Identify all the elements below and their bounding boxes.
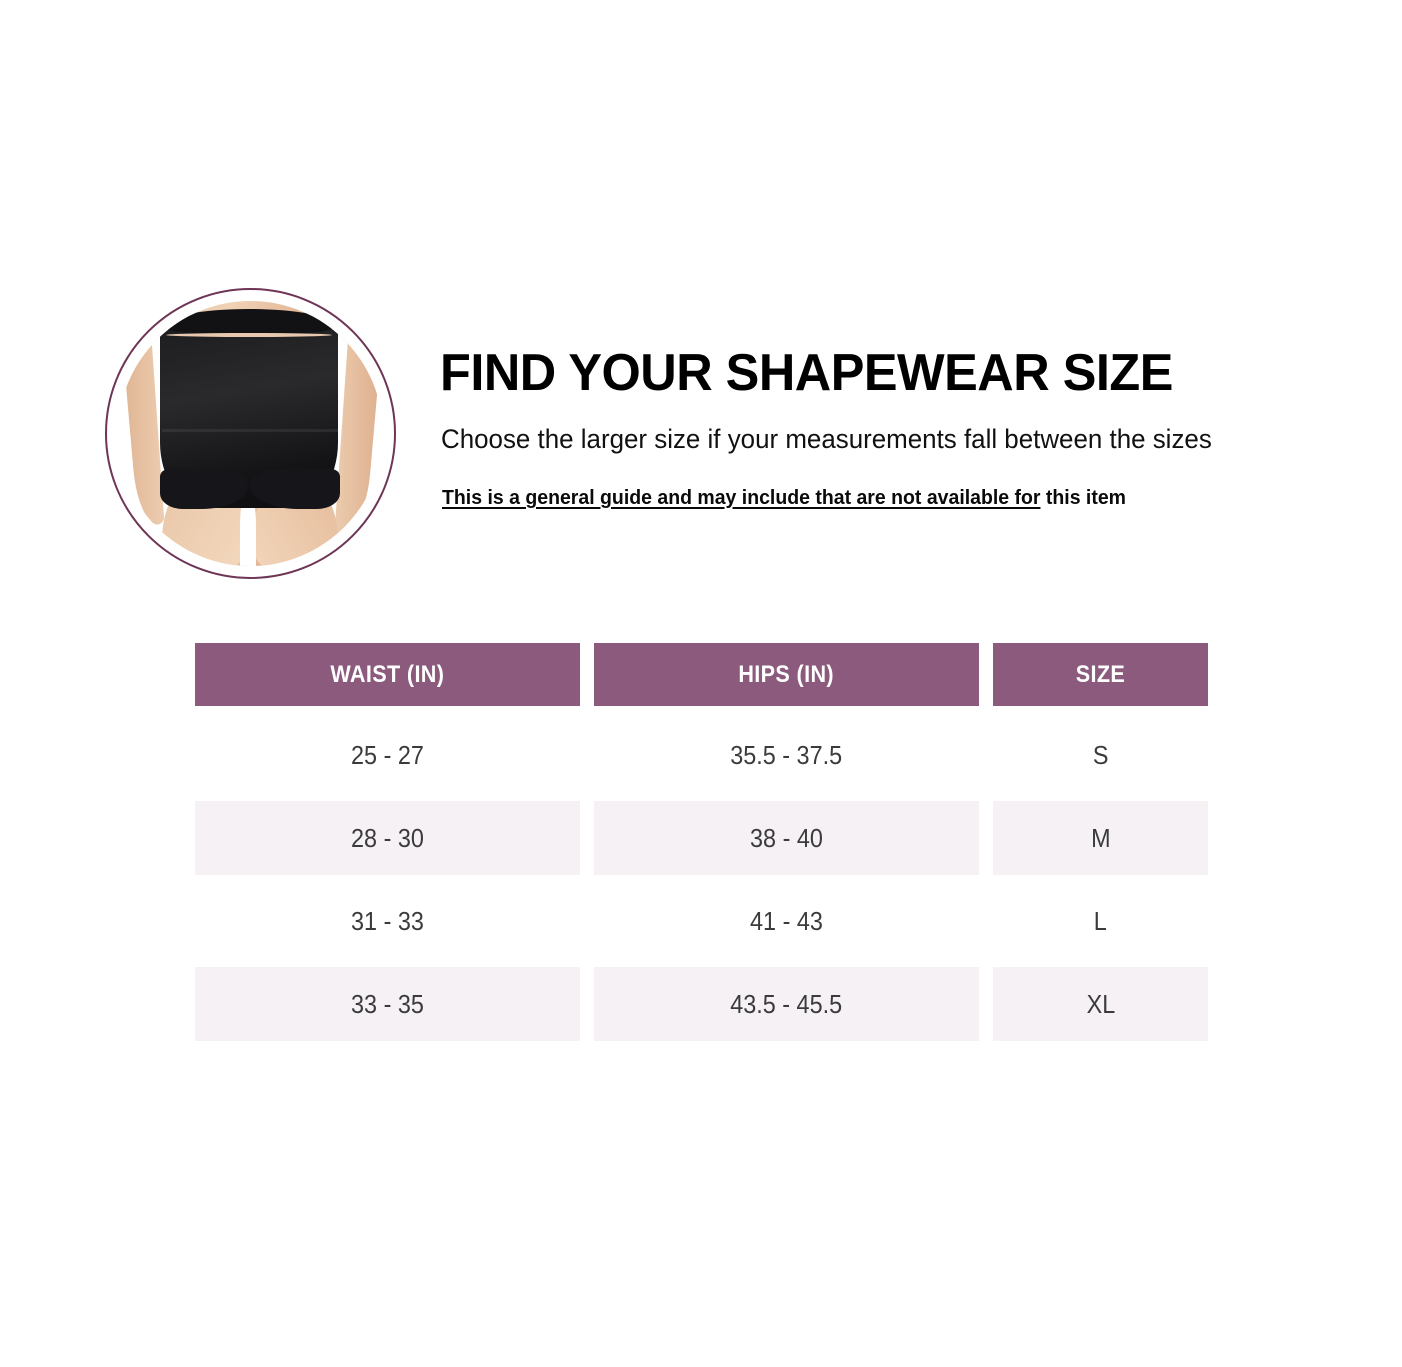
garment-piping	[166, 333, 332, 337]
garment-seam	[162, 429, 338, 432]
column-header-waist-label: WAIST (IN)	[330, 660, 445, 688]
guide-disclaimer-plain: this item	[1040, 486, 1126, 509]
column-header-hips: HIPS (IN)	[594, 643, 979, 706]
cell-hips-value: 43.5 - 45.5	[730, 988, 843, 1019]
product-photo	[118, 301, 383, 566]
column-header-size-label: SIZE	[1075, 660, 1126, 688]
page-subtitle: Choose the larger size if your measureme…	[441, 424, 1212, 454]
cell-size: S	[993, 718, 1208, 792]
garment-waistband	[162, 309, 336, 333]
row-gap	[195, 958, 1208, 967]
cell-size-value: XL	[1086, 988, 1115, 1019]
table-row: 28 - 30 38 - 40 M	[195, 801, 1208, 875]
cell-size: L	[993, 884, 1208, 958]
cell-waist-value: 33 - 35	[351, 988, 424, 1019]
column-header-size: SIZE	[993, 643, 1208, 706]
product-image-circle	[105, 288, 396, 579]
garment-hem-right	[250, 469, 340, 509]
column-header-waist: WAIST (IN)	[195, 643, 580, 706]
cell-size: M	[993, 801, 1208, 875]
header-gap	[195, 706, 1208, 718]
cell-size-value: L	[1093, 905, 1108, 936]
size-chart-table: WAIST (IN) HIPS (IN) SIZE 25 - 27 35.5 -…	[195, 643, 1208, 1041]
cell-hips-value: 38 - 40	[750, 822, 823, 853]
cell-waist: 31 - 33	[195, 884, 580, 958]
hero-section: FIND YOUR SHAPEWEAR SIZE Choose the larg…	[0, 0, 1402, 620]
table-row: 33 - 35 43.5 - 45.5 XL	[195, 967, 1208, 1041]
cell-hips: 43.5 - 45.5	[594, 967, 979, 1041]
cell-waist: 25 - 27	[195, 718, 580, 792]
table-row: 31 - 33 41 - 43 L	[195, 884, 1208, 958]
page-title: FIND YOUR SHAPEWEAR SIZE	[440, 344, 1173, 402]
guide-disclaimer: This is a general guide and may include …	[442, 484, 1126, 512]
guide-disclaimer-underlined: This is a general guide and may include …	[442, 486, 1041, 509]
cell-waist-value: 31 - 33	[351, 905, 424, 936]
cell-size-value: M	[1090, 822, 1111, 853]
cell-size: XL	[993, 967, 1208, 1041]
cell-hips: 38 - 40	[594, 801, 979, 875]
cell-waist-value: 25 - 27	[351, 739, 424, 770]
cell-hips: 41 - 43	[594, 884, 979, 958]
garment-hem-left	[160, 469, 248, 509]
cell-waist: 28 - 30	[195, 801, 580, 875]
cell-hips: 35.5 - 37.5	[594, 718, 979, 792]
cell-waist-value: 28 - 30	[351, 822, 424, 853]
cell-size-value: S	[1092, 739, 1109, 770]
table-row: 25 - 27 35.5 - 37.5 S	[195, 718, 1208, 792]
cell-waist: 33 - 35	[195, 967, 580, 1041]
cell-hips-value: 41 - 43	[750, 905, 823, 936]
shapewear-photo-illustration	[118, 301, 383, 566]
cell-hips-value: 35.5 - 37.5	[730, 739, 843, 770]
row-gap	[195, 792, 1208, 801]
table-header-row: WAIST (IN) HIPS (IN) SIZE	[195, 643, 1208, 706]
row-gap	[195, 875, 1208, 884]
column-header-hips-label: HIPS (IN)	[738, 660, 835, 688]
